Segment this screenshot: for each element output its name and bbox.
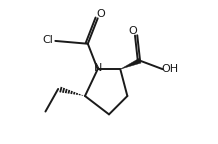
Text: O: O <box>129 26 137 36</box>
Text: Cl: Cl <box>43 35 54 44</box>
Text: O: O <box>96 9 105 19</box>
Polygon shape <box>120 58 141 69</box>
Text: OH: OH <box>162 64 179 74</box>
Text: N: N <box>94 63 102 73</box>
